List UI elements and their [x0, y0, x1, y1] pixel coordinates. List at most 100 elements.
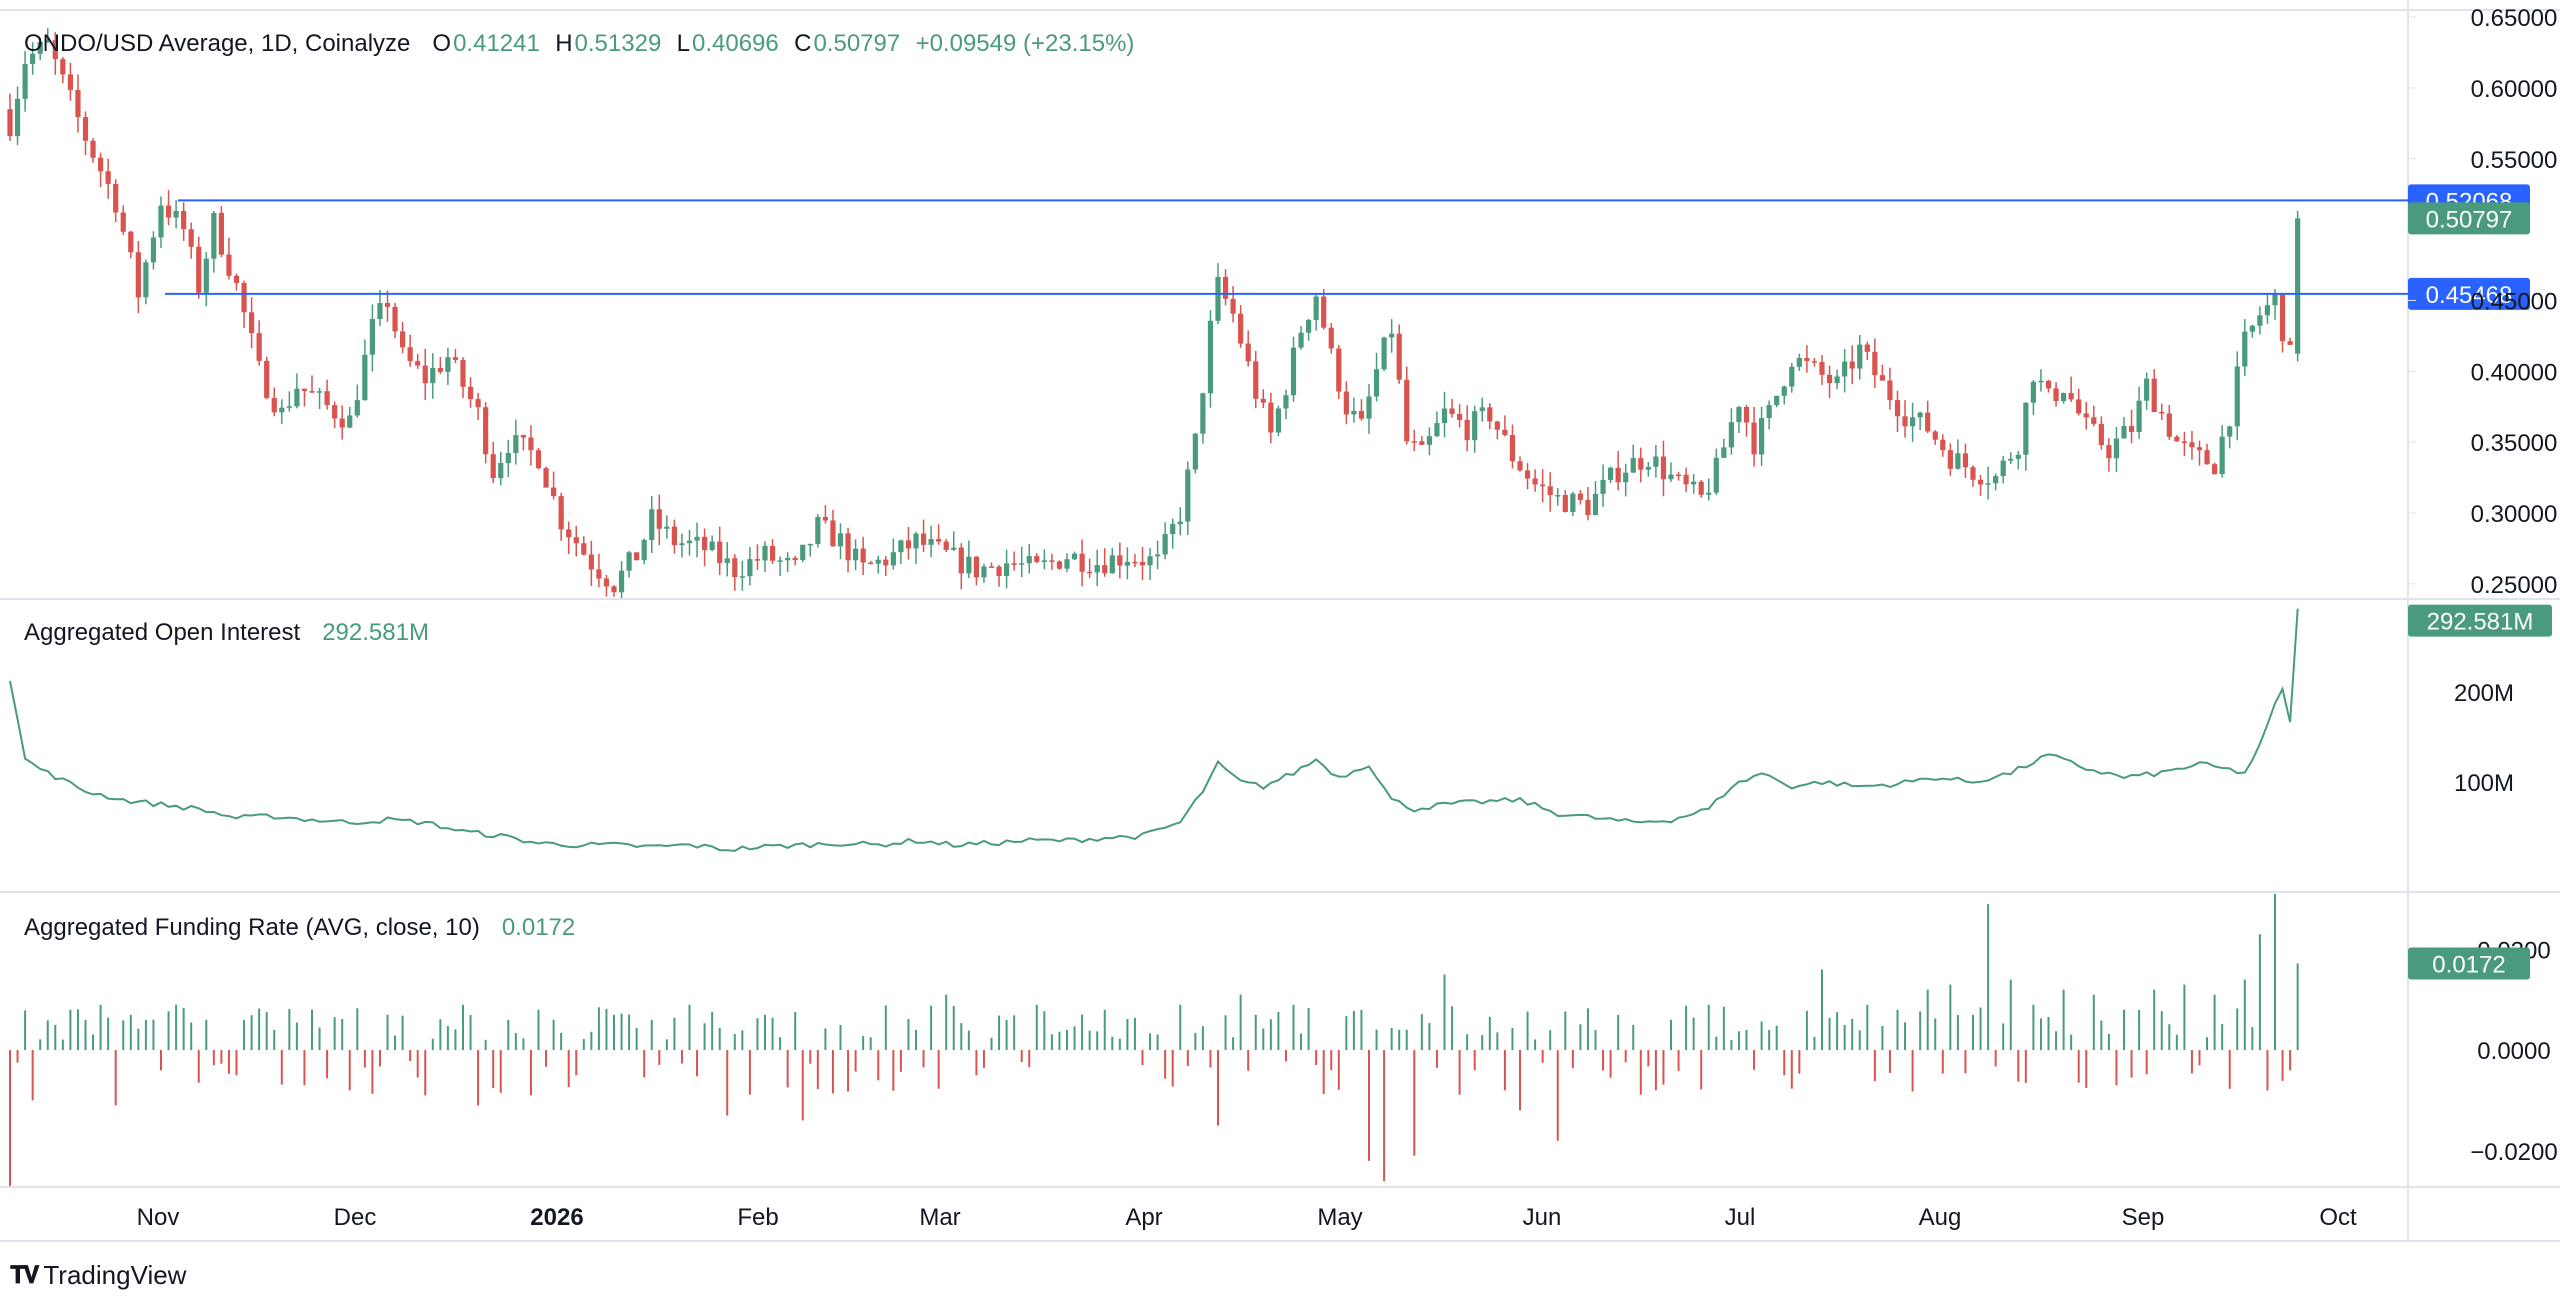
price-candles — [7, 28, 2301, 598]
candle-body — [2189, 442, 2195, 448]
candle-body — [1351, 410, 1357, 415]
candle-body — [249, 312, 255, 334]
candle-body — [1147, 556, 1153, 566]
candle-body — [928, 539, 934, 545]
candle-body — [890, 552, 896, 566]
candle-body — [407, 347, 413, 362]
candle-body — [1985, 483, 1991, 485]
candle-body — [566, 529, 572, 538]
candle-body — [1056, 561, 1063, 569]
candle-body — [2113, 438, 2120, 459]
time-tick-label: Jul — [1725, 1204, 1756, 1231]
candle-body — [128, 231, 134, 253]
candle-body — [626, 552, 632, 571]
candle-body — [1962, 453, 1969, 468]
candle-body — [2144, 378, 2150, 401]
candle-body — [1321, 296, 1327, 328]
candle-body — [2174, 436, 2180, 442]
low-value: 0.40696 — [692, 30, 779, 57]
candle-body — [1532, 478, 1538, 485]
candle-body — [1917, 412, 1923, 418]
oi-series-line — [9, 608, 2299, 852]
candle-body — [1826, 374, 1833, 384]
open-interest-line — [9, 608, 2299, 852]
candle-body — [1404, 379, 1410, 442]
candle-body — [226, 254, 232, 276]
candle-body — [762, 545, 768, 561]
hline-label-box — [2408, 277, 2530, 310]
fr-tick-label: 0.0000 — [2477, 1038, 2550, 1065]
candle-body — [1796, 357, 1802, 367]
candle-body — [1691, 481, 1697, 485]
candle-body — [1842, 361, 1848, 377]
candle-body — [1502, 429, 1508, 435]
candle-body — [211, 212, 217, 259]
candle-body — [301, 388, 308, 392]
candle-body — [1675, 474, 1682, 477]
candle-body — [1117, 555, 1123, 566]
candle-body — [641, 539, 647, 561]
open-label: O — [432, 30, 452, 57]
candle-body — [1290, 347, 1297, 396]
candle-body — [656, 509, 662, 529]
candle-body — [1555, 495, 1561, 497]
candle-body — [2257, 315, 2263, 326]
candle-body — [2083, 413, 2089, 418]
candle-body — [1743, 406, 1750, 423]
candle-body — [1849, 361, 1855, 369]
candle-body — [445, 357, 451, 372]
candle-body — [1087, 571, 1093, 574]
candle-body — [1683, 474, 1689, 485]
candle-body — [2030, 381, 2036, 403]
candle-body — [1049, 560, 1055, 562]
candle-body — [1728, 422, 1734, 448]
candle-body — [498, 463, 504, 479]
candle-body — [1441, 408, 1448, 424]
candle-body — [1879, 375, 1885, 381]
candle-body — [1811, 361, 1818, 363]
tradingview-logo-icon: 𝐓𝐕 — [10, 1261, 39, 1289]
candle-body — [2023, 402, 2029, 455]
candle-body — [1245, 343, 1251, 362]
candle-body — [747, 559, 753, 577]
candle-body — [2264, 305, 2271, 316]
candle-body — [2159, 412, 2165, 414]
candle-body — [347, 415, 353, 428]
time-axis[interactable]: Nov Dec 2026 Feb Mar Apr May Jun Jul Aug Sep Oct — [137, 1204, 2357, 1231]
candle-body — [309, 391, 315, 393]
tradingview-name: TradingView — [43, 1260, 187, 1290]
candle-body — [2000, 460, 2006, 477]
candle-body — [868, 562, 874, 565]
time-tick-label: Mar — [919, 1204, 960, 1231]
price-axes[interactable]: 0.65000 0.60000 0.55000 0.45000 0.40000 0.350… — [2408, 5, 2558, 1166]
candle-body — [75, 89, 81, 118]
candle-body — [1472, 411, 1478, 441]
candle-body — [1721, 447, 1727, 458]
candle-body — [815, 517, 821, 544]
open-interest-legend: Aggregated Open Interest 292.581M — [24, 619, 431, 647]
candle-body — [1358, 410, 1365, 419]
symbol-title: ONDO/USD Average, 1D, Coinalyze — [24, 30, 411, 57]
candle-body — [2242, 331, 2248, 367]
candle-body — [988, 566, 995, 568]
candle-body — [1011, 563, 1017, 565]
candle-body — [1124, 561, 1130, 566]
candle-body — [1925, 412, 1931, 432]
candle-body — [1268, 402, 1274, 433]
candle-body — [1071, 553, 1078, 560]
tradingview-brand[interactable]: 𝐓𝐕 TradingView — [10, 1260, 186, 1291]
candle-body — [1645, 466, 1651, 470]
candle-body — [1623, 472, 1629, 483]
candle-body — [52, 40, 58, 60]
candle-body — [135, 252, 141, 298]
candle-body — [354, 400, 360, 416]
candle-body — [286, 406, 292, 408]
candle-body — [1479, 407, 1485, 412]
candle-body — [943, 541, 949, 550]
candle-body — [966, 556, 972, 574]
time-tick-label: Oct — [2319, 1204, 2357, 1231]
candle-body — [415, 361, 421, 366]
candle-body — [1774, 395, 1780, 406]
